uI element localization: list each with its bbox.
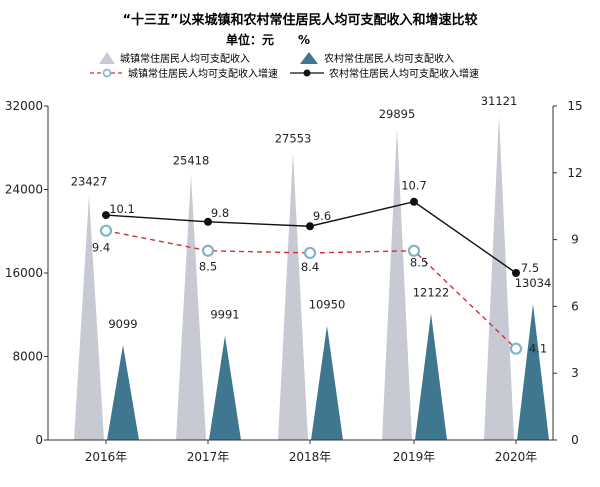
point-rural-growth: [306, 222, 314, 231]
x-tick-label: 2017年: [187, 450, 230, 464]
chart-title: “十三五”以来城镇和农村常住居民人均可支配收入和增速比较: [122, 12, 477, 28]
data-label-rural-growth: 10.7: [401, 179, 427, 193]
y-right-tick-label: 15: [567, 99, 582, 113]
data-label-rural-growth: 9.6: [313, 209, 331, 223]
point-rural-growth: [512, 269, 520, 277]
data-label-rural-income: 12122: [413, 285, 450, 299]
data-label-urban-income: 27553: [275, 131, 312, 145]
data-labels: 23427 9099 25418 9991 27553 10950 29895 12122 31…: [71, 94, 552, 356]
data-label-rural-growth: 10.1: [109, 202, 135, 216]
legend-label-rural-growth: 农村常住居民人均可支配收入增速: [329, 67, 479, 80]
legend-swatch-rural-income: [300, 52, 318, 64]
legend-label-urban-income: 城镇常住居民人均可支配收入: [120, 52, 250, 65]
bars: [74, 115, 549, 440]
point-rural-growth: [410, 197, 418, 206]
bar-urban-income: [74, 195, 104, 440]
x-tick-label: 2018年: [289, 450, 332, 464]
x-tick-label: 2016年: [85, 450, 128, 464]
chart-unit: 单位：元 %: [226, 32, 310, 47]
point-rural-growth: [102, 211, 110, 220]
axes: 0 8000 16000 24000 32000 0 3 6 9 12 15 2016年 2017年 20…: [5, 99, 583, 464]
data-label-urban-income: 29895: [379, 107, 416, 121]
legend-marker-rural-growth: [303, 69, 311, 77]
y-left-tick-label: 16000: [5, 266, 43, 280]
bar-urban-income: [278, 152, 308, 440]
point-urban-growth: [407, 244, 421, 257]
legend-marker-urban-growth: [102, 68, 112, 78]
y-right-tick-label: 6: [571, 299, 579, 313]
bar-rural-income: [517, 303, 549, 440]
y-right-tick-label: 9: [571, 233, 579, 247]
y-left-tick-label: 24000: [5, 183, 43, 197]
data-label-rural-growth: 7.5: [521, 261, 539, 275]
data-label-rural-income: 10950: [309, 298, 346, 312]
bar-rural-income: [209, 335, 241, 440]
bar-urban-income: [484, 115, 514, 440]
bar-rural-income: [415, 313, 447, 440]
legend: 城镇常住居民人均可支配收入 农村常住居民人均可支配收入城镇常住居民人均可支配收入增…: [90, 52, 479, 80]
y-right-tick-label: 0: [571, 433, 579, 447]
data-label-rural-growth: 9.8: [211, 206, 229, 220]
point-urban-growth: [509, 342, 523, 355]
data-label-urban-growth: 8.4: [301, 260, 319, 274]
bar-rural-income: [107, 345, 139, 440]
data-label-rural-income: 13034: [515, 276, 552, 290]
legend-label-rural-income: 农村常住居民人均可支配收入: [324, 52, 454, 65]
data-label-urban-growth: 4.1: [529, 342, 547, 356]
data-label-urban-growth: 8.5: [410, 256, 428, 270]
y-right-tick-label: 3: [571, 366, 579, 380]
point-urban-growth: [303, 246, 317, 260]
y-left-tick-label: 8000: [12, 350, 43, 364]
point-rural-growth: [204, 217, 212, 226]
y-left-tick-label: 32000: [5, 99, 43, 113]
data-label-urban-growth: 8.5: [199, 260, 217, 274]
legend-swatch-urban-income: [99, 52, 115, 64]
bar-rural-income: [311, 325, 343, 440]
point-urban-growth: [201, 244, 215, 257]
data-label-rural-income: 9099: [108, 317, 137, 331]
data-label-rural-income: 9991: [210, 308, 239, 322]
x-tick-label: 2019年: [393, 450, 436, 464]
legend-label-urban-growth: 城镇常住居民人均可支配收入增速: [128, 67, 278, 80]
bar-urban-income: [382, 127, 412, 440]
data-label-urban-income: 25418: [173, 154, 210, 168]
data-label-urban-growth: 9.4: [92, 241, 110, 255]
x-tick-label: 2020年: [495, 450, 538, 464]
lines: [99, 197, 523, 355]
data-label-urban-income: 31121: [481, 94, 518, 108]
y-right-tick-label: 12: [567, 166, 582, 180]
y-left-tick-label: 0: [35, 433, 43, 447]
data-label-urban-income: 23427: [71, 174, 108, 188]
point-urban-growth: [99, 224, 113, 237]
bar-urban-income: [176, 174, 206, 440]
